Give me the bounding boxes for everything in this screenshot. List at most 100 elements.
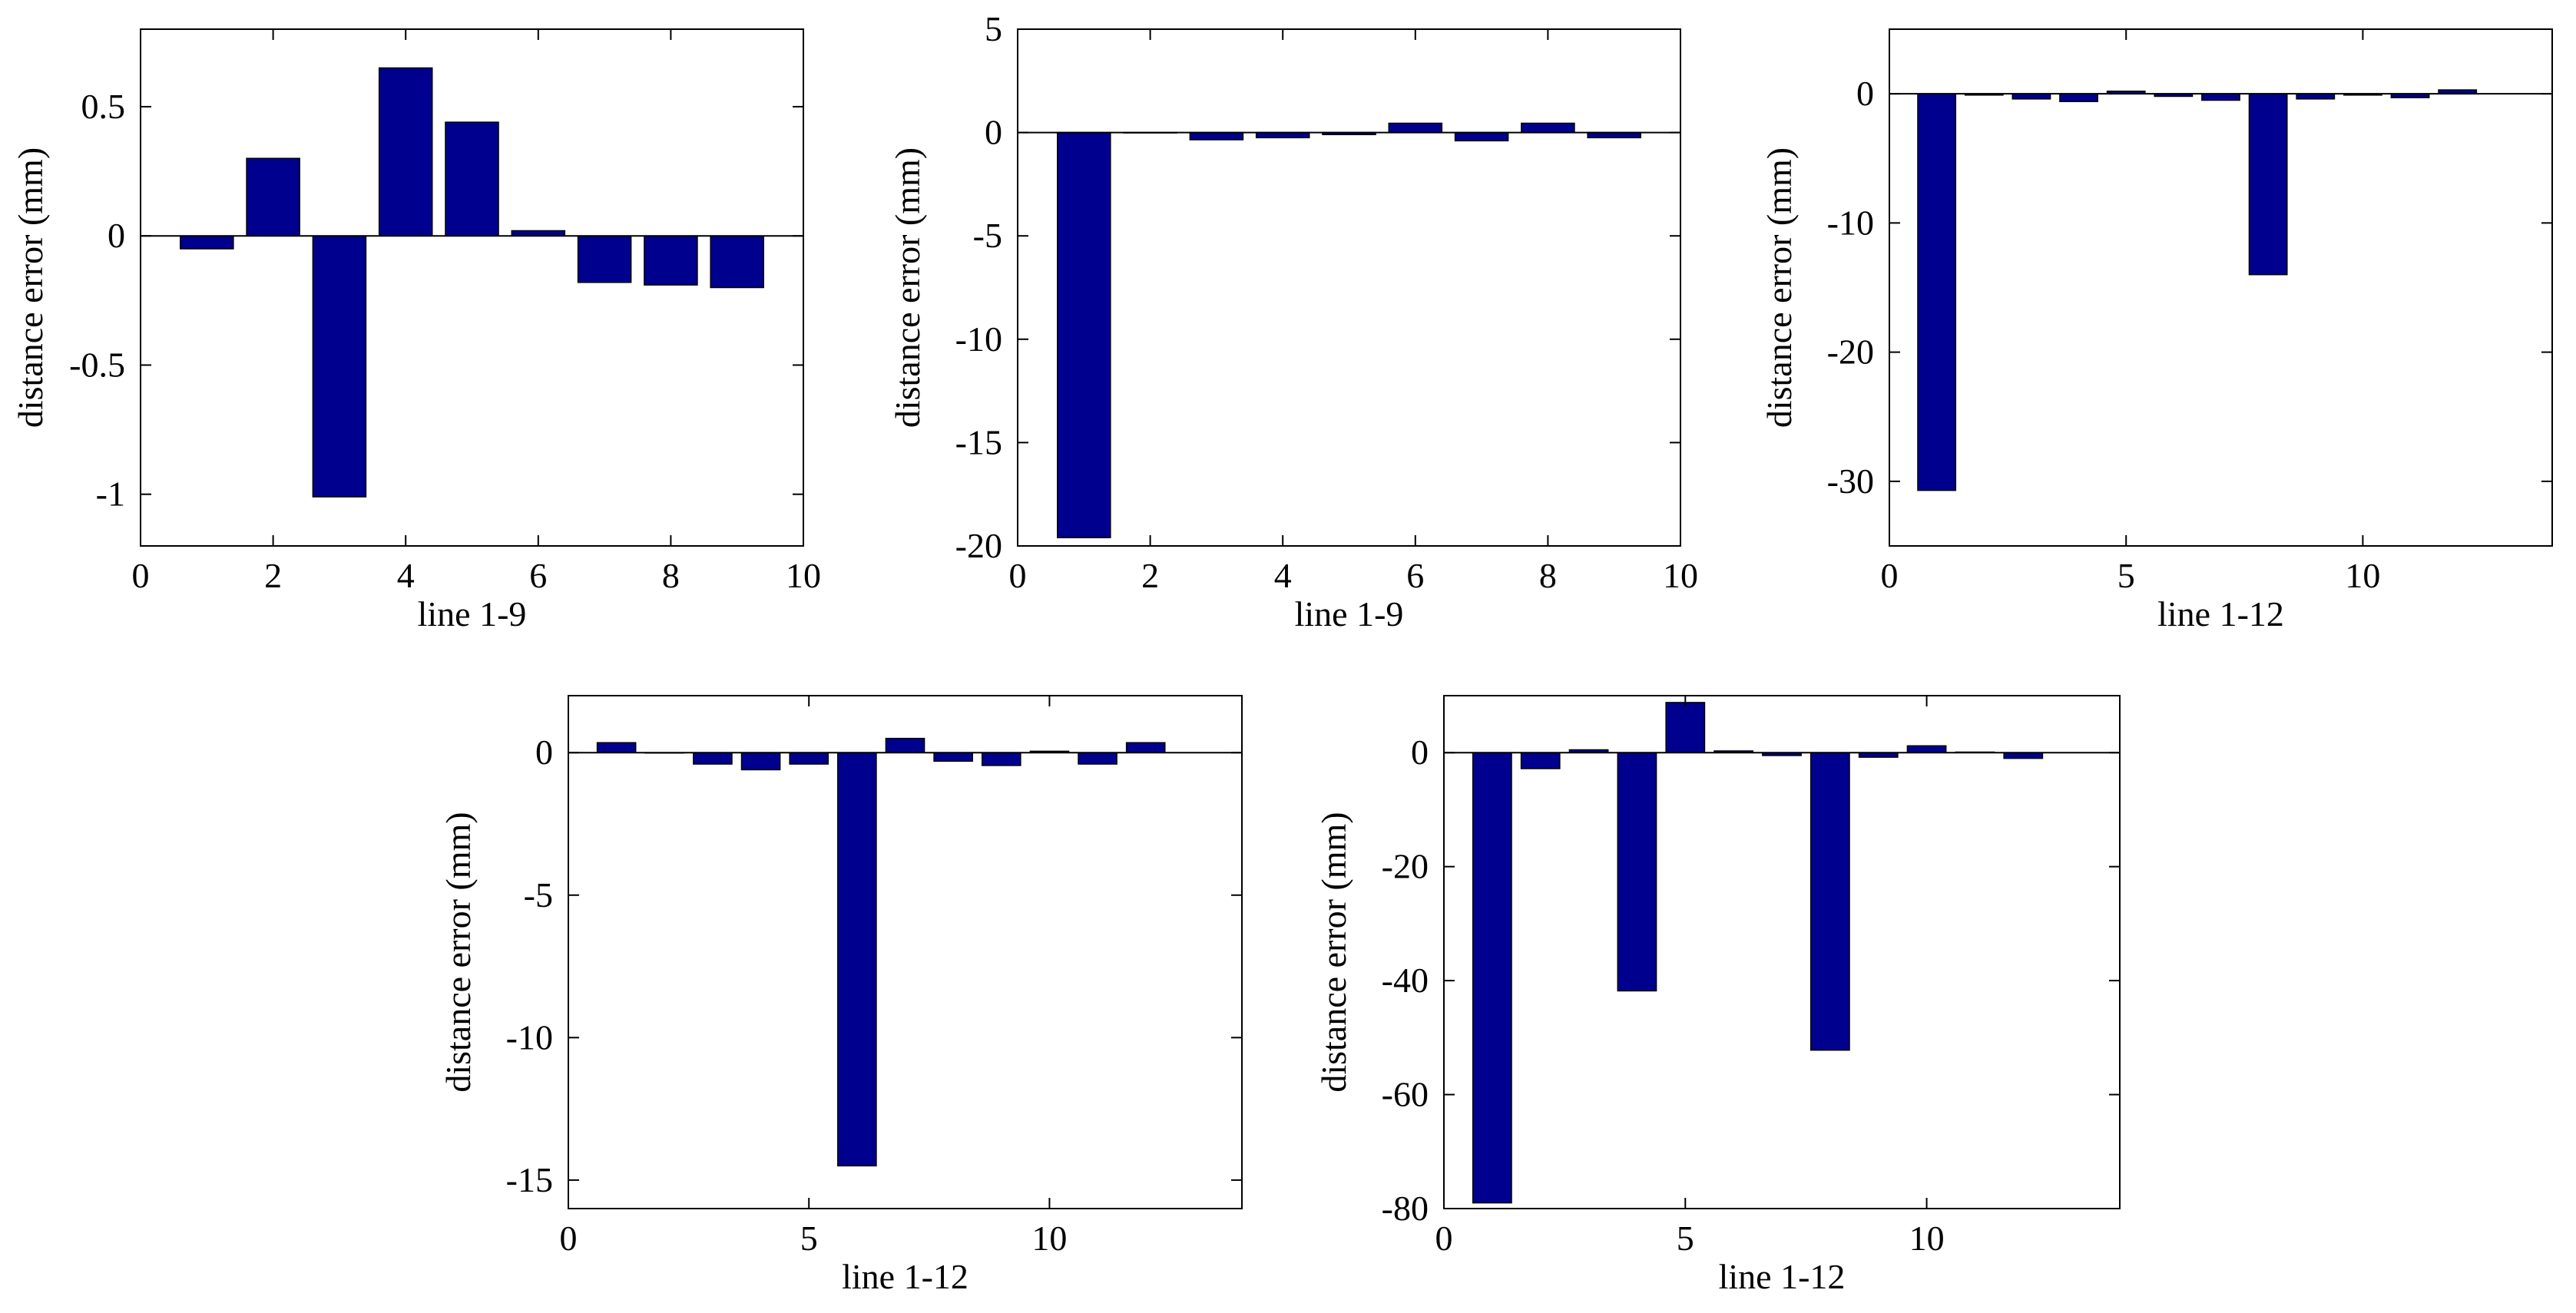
x-tick-label: 10 xyxy=(1909,1219,1945,1258)
y-tick-label: -80 xyxy=(1382,1189,1429,1228)
bar xyxy=(1809,752,1850,1051)
y-tick-label: -30 xyxy=(1827,461,1874,501)
bar xyxy=(312,235,367,498)
bar xyxy=(511,230,566,236)
bar xyxy=(2003,752,2044,759)
bar xyxy=(1521,122,1575,134)
bar xyxy=(1520,752,1561,769)
bar xyxy=(1388,122,1443,134)
y-tick-label: -1 xyxy=(96,475,125,514)
chart-3: 0 5 10 -30 -20 -10 0 line 1-12 distance error (m… xyxy=(1760,28,2553,633)
bar xyxy=(180,235,234,250)
bar xyxy=(596,742,637,753)
axes-frame xyxy=(1443,695,2121,1209)
bar xyxy=(577,235,632,283)
axes-frame xyxy=(1017,28,1681,547)
x-tick-label: 10 xyxy=(2345,556,2380,595)
y-tick-label: -60 xyxy=(1382,1075,1429,1114)
bar xyxy=(1472,752,1512,1204)
bar xyxy=(1125,742,1166,753)
y-tick-label: 0 xyxy=(1411,733,1429,772)
bar xyxy=(1189,131,1244,141)
y-tick-label: -10 xyxy=(955,319,1002,359)
x-tick-label: 0 xyxy=(1881,556,1899,595)
bar xyxy=(1255,131,1310,139)
x-tick-label: 5 xyxy=(800,1219,818,1258)
x-tick-label: 10 xyxy=(1031,1219,1067,1258)
bar xyxy=(2201,93,2240,101)
y-tick-label: -5 xyxy=(524,875,553,914)
y-axis-label: distance error (mm) xyxy=(439,812,478,1092)
x-tick-label: 8 xyxy=(1539,556,1557,595)
bar xyxy=(789,752,829,765)
y-tick-label: 0 xyxy=(108,216,125,255)
bar xyxy=(1906,745,1947,753)
y-tick-label: -10 xyxy=(506,1017,553,1057)
bar xyxy=(2296,93,2336,100)
x-tick-label: 2 xyxy=(264,556,282,595)
y-tick-label: -5 xyxy=(973,216,1002,255)
bar xyxy=(837,752,877,1167)
y-tick-label: 0 xyxy=(535,733,553,772)
x-tick-label: 5 xyxy=(1677,1219,1694,1258)
bar xyxy=(885,737,925,753)
y-tick-label: 0 xyxy=(985,113,1002,152)
bar xyxy=(644,235,698,286)
bar xyxy=(378,67,433,236)
x-tick-label: 0 xyxy=(1009,556,1027,595)
bar xyxy=(445,121,499,236)
y-tick-label: -0.5 xyxy=(69,345,125,384)
y-tick-label: -20 xyxy=(955,526,1002,565)
x-tick-label: 0 xyxy=(1435,1219,1453,1258)
axes-frame xyxy=(1889,28,2553,547)
y-axis-label: distance error (mm) xyxy=(888,147,927,428)
x-tick-label: 0 xyxy=(560,1219,578,1258)
x-tick-label: 10 xyxy=(1663,556,1698,595)
y-tick-label: -15 xyxy=(506,1160,553,1199)
y-tick-label: -20 xyxy=(1827,332,1874,372)
bar xyxy=(1057,131,1111,538)
bar xyxy=(1587,131,1641,139)
x-axis-label: line 1-9 xyxy=(418,594,527,633)
y-tick-label: 0 xyxy=(1856,74,1874,113)
x-tick-label: 10 xyxy=(786,556,821,595)
y-axis-label: distance error (mm) xyxy=(1760,147,1799,428)
bar xyxy=(246,157,300,236)
y-axis-label: distance error (mm) xyxy=(1314,812,1353,1092)
bar xyxy=(693,752,733,765)
x-tick-label: 0 xyxy=(132,556,150,595)
y-tick-label: -15 xyxy=(955,422,1002,461)
x-axis-label: line 1-12 xyxy=(2157,594,2284,633)
bar xyxy=(1617,752,1657,992)
y-tick-label: 0.5 xyxy=(81,87,126,126)
axes-frame xyxy=(568,695,1243,1209)
bar xyxy=(933,752,973,762)
x-tick-label: 8 xyxy=(662,556,680,595)
x-tick-label: 4 xyxy=(397,556,415,595)
bar xyxy=(1454,131,1509,142)
bar xyxy=(2059,93,2098,102)
y-tick-label: -10 xyxy=(1827,203,1874,242)
x-axis-label: line 1-9 xyxy=(1295,594,1404,633)
chart-1: 0 2 4 6 8 10 -1 -0.5 0 0.5 line 1-9 distance error … xyxy=(11,28,821,633)
y-tick-label: -20 xyxy=(1382,847,1429,886)
axes-frame xyxy=(140,28,804,547)
y-axis-label: distance error (mm) xyxy=(11,147,50,428)
bar xyxy=(2248,93,2288,276)
bar xyxy=(981,752,1021,766)
x-tick-label: 6 xyxy=(1406,556,1424,595)
bar xyxy=(710,235,764,289)
bar xyxy=(1078,752,1117,765)
x-tick-label: 5 xyxy=(2117,556,2135,595)
x-axis-label: line 1-12 xyxy=(842,1257,968,1296)
y-tick-label: -40 xyxy=(1382,961,1429,1000)
y-tick-label: 5 xyxy=(985,9,1002,48)
bar xyxy=(1917,93,1957,491)
bar xyxy=(1665,702,1706,753)
chart-4: 0 5 10 -15 -10 -5 0 line 1-12 distance error (mm… xyxy=(439,695,1243,1296)
chart-2: 0 2 4 6 8 10 -20 -15 -10 -5 0 5 line 1-9 distance err… xyxy=(888,9,1698,633)
x-axis-label: line 1-12 xyxy=(1719,1257,1846,1296)
bar xyxy=(740,752,781,771)
bar xyxy=(2011,93,2051,100)
